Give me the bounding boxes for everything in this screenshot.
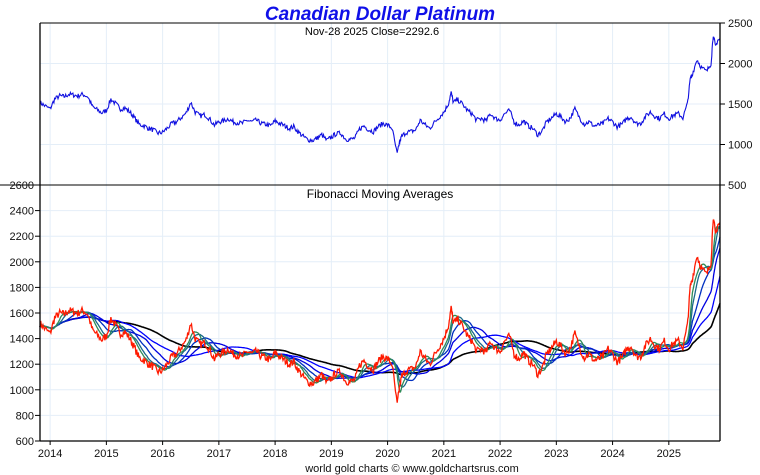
xtick-label: 2020 [375,448,399,460]
xtick-label: 2024 [600,448,624,460]
upper-ytick-label: 1000 [728,140,752,152]
xtick-label: 2017 [207,448,231,460]
upper-y-axis-ticks: 500 1000 1500 2000 2500 [720,18,752,192]
xtick-label: 2021 [432,448,456,460]
xtick-label: 2025 [657,448,681,460]
xtick-label: 2014 [38,448,62,460]
chart-subtitle: Nov-28 2025 Close=2292.6 [305,26,439,38]
lower-panel-series [39,218,721,403]
lower-ytick-label: 2600 [10,180,34,192]
panel-frames [0,22,721,442]
lower-y-axis-ticks: 600 800 1000 1200 1400 1600 1800 2000 2200 2400 26… [10,180,40,448]
xtick-label: 2018 [263,448,287,460]
upper-panel-grid [40,22,720,186]
lower-ytick-label: 2400 [10,206,34,218]
upper-ytick-label: 1500 [728,99,752,111]
price-line-upper [39,36,721,153]
lower-ytick-label: 600 [16,436,34,448]
x-axis-ticks: 2014 2015 2016 2017 2018 2019 2020 2021 2022 2023… [38,441,681,460]
ma-line-ma-long-1 [39,276,721,379]
ma-line-ma-fast [39,226,721,393]
xtick-label: 2023 [544,448,568,460]
lower-ytick-label: 1800 [10,282,34,294]
upper-ytick-label: 2000 [728,59,752,71]
credit-footer: world gold charts © www.goldchartsrus.co… [304,463,519,475]
chart-title: Canadian Dollar Platinum [265,4,495,25]
lower-ytick-label: 1400 [10,334,34,346]
upper-panel-series [39,36,721,153]
upper-ytick-label: 500 [728,180,746,192]
lower-panel-grid [40,184,720,442]
lower-ytick-label: 2000 [10,257,34,269]
lower-ytick-label: 800 [16,410,34,422]
xtick-label: 2022 [488,448,512,460]
lower-ytick-label: 1200 [10,359,34,371]
lower-ytick-label: 1600 [10,308,34,320]
lower-ytick-label: 2200 [10,231,34,243]
xtick-label: 2019 [319,448,343,460]
xtick-label: 2015 [94,448,118,460]
upper-ytick-label: 2500 [728,18,752,30]
lower-ytick-label: 1000 [10,385,34,397]
price-line-lower [39,218,721,403]
xtick-label: 2016 [150,448,174,460]
lower-panel-title: Fibonacci Moving Averages [307,187,454,201]
